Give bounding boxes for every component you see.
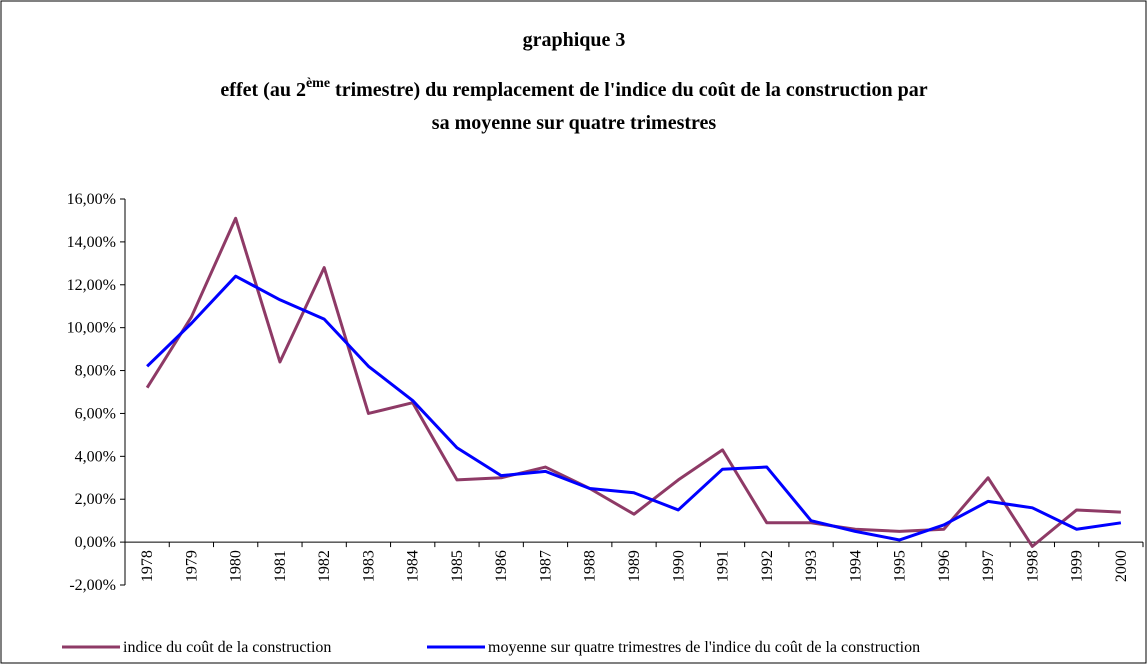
y-tick-label: 14,00% [67, 234, 116, 251]
y-tick-label: 16,00% [67, 191, 116, 208]
y-tick-label: 10,00% [67, 320, 116, 337]
x-tick-label: 1982 [316, 550, 333, 582]
chart-title: graphique 3 [523, 29, 626, 51]
x-tick-label: 1978 [139, 550, 156, 582]
title-superscript: ème [306, 76, 330, 91]
legend-label: indice du coût de la construction [123, 639, 331, 656]
x-tick-label: 1983 [360, 550, 377, 582]
x-tick-label: 1989 [626, 550, 643, 582]
title-part: trimestre) du remplacement de l'indice d… [330, 79, 928, 101]
x-tick-label: 1995 [892, 550, 909, 582]
x-tick-label: 1998 [1024, 550, 1041, 582]
series-line [145, 216, 1121, 548]
x-tick-label: 1996 [936, 550, 953, 582]
x-tick-label: 1999 [1069, 550, 1086, 582]
series-line [146, 274, 1122, 542]
x-tick-label: 1993 [803, 550, 820, 582]
x-tick-label: 1988 [582, 550, 599, 582]
y-tick-label: 12,00% [67, 277, 116, 294]
y-tick-label: 4,00% [75, 448, 116, 465]
y-tick-label: 8,00% [75, 363, 116, 380]
y-tick-label: 2,00% [75, 491, 116, 508]
x-tick-label: 1997 [980, 550, 997, 582]
x-tick-label: 2000 [1113, 550, 1130, 582]
title-part: effet (au 2 [220, 79, 306, 101]
x-tick-label: 1984 [405, 550, 422, 582]
x-tick-label: 1981 [272, 550, 289, 582]
x-tick-label: 1991 [715, 550, 732, 582]
y-tick-label: 6,00% [75, 405, 116, 422]
chart-title: sa moyenne sur quatre trimestres [432, 112, 717, 134]
chart-title: effet (au 2ème trimestre) du remplacemen… [220, 76, 927, 101]
x-tick-label: 1992 [759, 550, 776, 582]
y-tick-label: 0,00% [75, 534, 116, 551]
x-tick-label: 1987 [537, 550, 554, 582]
legend-label: moyenne sur quatre trimestres de l'indic… [488, 639, 920, 656]
x-tick-label: 1994 [847, 550, 864, 582]
x-tick-label: 1979 [183, 550, 200, 582]
x-tick-label: 1986 [493, 550, 510, 582]
y-tick-label: -2,00% [69, 577, 116, 594]
x-tick-label: 1990 [670, 550, 687, 582]
x-tick-label: 1980 [228, 550, 245, 582]
x-tick-label: 1985 [449, 550, 466, 582]
